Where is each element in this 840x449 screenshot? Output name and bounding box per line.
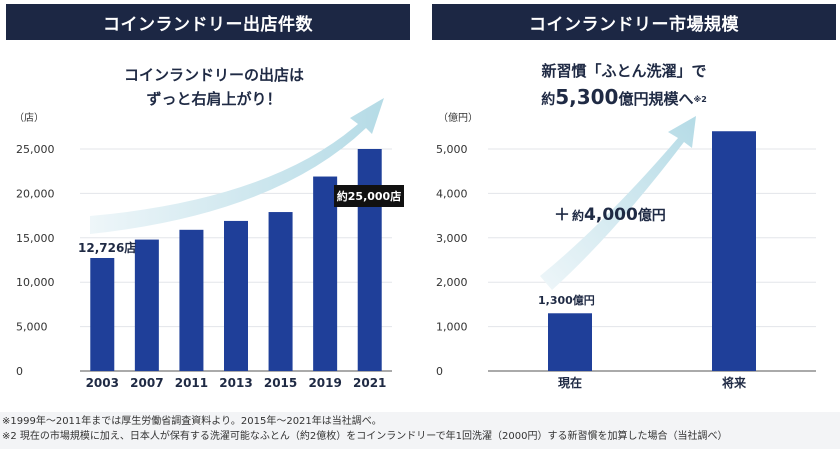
market-subtitle-suffix: 億円規模へ: [618, 90, 693, 108]
store-count-bar: [357, 149, 382, 371]
market-size-y-tick-label: 5,000: [436, 143, 468, 156]
market-size-chart: 新習慣「ふとん洗濯」で 約5,300億円規模へ※2 （億円） 01,0002,0…: [436, 62, 816, 390]
market-size-y-tick-label: 3,000: [436, 232, 468, 245]
store-count-subtitle-line2: ずっと右肩上がり！: [146, 90, 281, 108]
growth-suffix: 億円: [638, 207, 666, 224]
market-size-panel: コインランドリー市場規模 新習慣「ふとん洗濯」で 約5,300億円規模へ※2 （…: [428, 0, 840, 408]
growth-label: ＋約4,000億円: [554, 205, 666, 225]
store-count-bar: [179, 229, 204, 371]
market-growth-arrow: [540, 116, 696, 290]
market-size-bar: [548, 313, 592, 371]
store-count-x-tick-label: 2015: [264, 376, 297, 390]
store-count-x-tick-label: 2021: [353, 376, 386, 390]
store-count-y-tick-label: 15,000: [16, 232, 55, 245]
store-count-x-tick-label: 2019: [308, 376, 341, 390]
store-count-y-tick-label: 5,000: [16, 321, 48, 334]
footnote-1: ※1999年～2011年までは厚生労働省調査資料より。2015年～2021年は当…: [2, 416, 382, 427]
market-size-y-tick-label: 2,000: [436, 276, 468, 289]
store-count-y-tick-label: 25,000: [16, 143, 55, 156]
footnotes: ※1999年～2011年までは厚生労働省調査資料より。2015年～2021年は当…: [0, 412, 840, 449]
growth-number: 4,000: [584, 205, 638, 225]
store-count-bar: [134, 239, 159, 371]
store-count-x-tick-label: 2003: [86, 376, 119, 390]
market-unit: （億円）: [438, 111, 478, 124]
store-count-y-tick-label: 0: [16, 365, 23, 378]
store-count-y-tick-label: 10,000: [16, 276, 55, 289]
store-count-y-tick-label: 20,000: [16, 187, 55, 200]
growth-prefix: 約: [572, 208, 584, 223]
growth-arrow: [90, 98, 384, 234]
store-count-subtitle-line1: コインランドリーの出店は: [124, 66, 304, 84]
start-value-label: 12,726店: [78, 240, 136, 255]
store-count-bar: [224, 220, 248, 371]
store-count-chart: コインランドリーの出店は ずっと右肩上がり！ （店） 0 5,000 10,000 1…: [14, 66, 404, 390]
store-count-bar: [90, 257, 115, 371]
footnote-2: ※2 現在の市場規模に加え、日本人が保有する洗濯可能なふとん（約2億枚）をコイン…: [2, 431, 728, 442]
store-count-x-tick-label: 2013: [219, 376, 252, 390]
market-size-header: コインランドリー市場規模: [432, 4, 836, 40]
end-value-label: 約25,000店: [337, 189, 401, 203]
market-subtitle-number: 5,300: [555, 85, 618, 109]
market-size-x-tick-label: 現在: [558, 375, 582, 390]
store-count-header: コインランドリー出店件数: [6, 4, 410, 40]
market-size-x-tick-label: 将来: [722, 375, 747, 390]
market-subtitle-note: ※2: [693, 94, 706, 104]
end-value-badge: [334, 185, 404, 207]
market-subtitle-line2: 約5,300億円規模へ※2: [541, 85, 707, 109]
market-size-y-tick-label: 0: [436, 365, 443, 378]
store-count-bar: [313, 176, 338, 371]
market-subtitle-line1: 新習慣「ふとん洗濯」で: [541, 62, 706, 80]
store-count-x-tick-label: 2011: [175, 376, 208, 390]
market-subtitle-prefix: 約: [541, 91, 555, 108]
store-count-x-tick-label: 2007: [130, 376, 163, 390]
market-size-bar: [712, 131, 756, 371]
store-count-bar: [268, 212, 293, 371]
current-value-label: 1,300億円: [538, 293, 595, 307]
growth-plus: ＋: [554, 205, 570, 224]
store-count-panel: コインランドリー出店件数 コインランドリーの出店は ずっと右肩上がり！ （店） …: [0, 0, 420, 408]
store-count-unit: （店）: [14, 111, 44, 124]
market-size-y-tick-label: 1,000: [436, 321, 468, 334]
market-size-y-tick-label: 4,000: [436, 187, 468, 200]
